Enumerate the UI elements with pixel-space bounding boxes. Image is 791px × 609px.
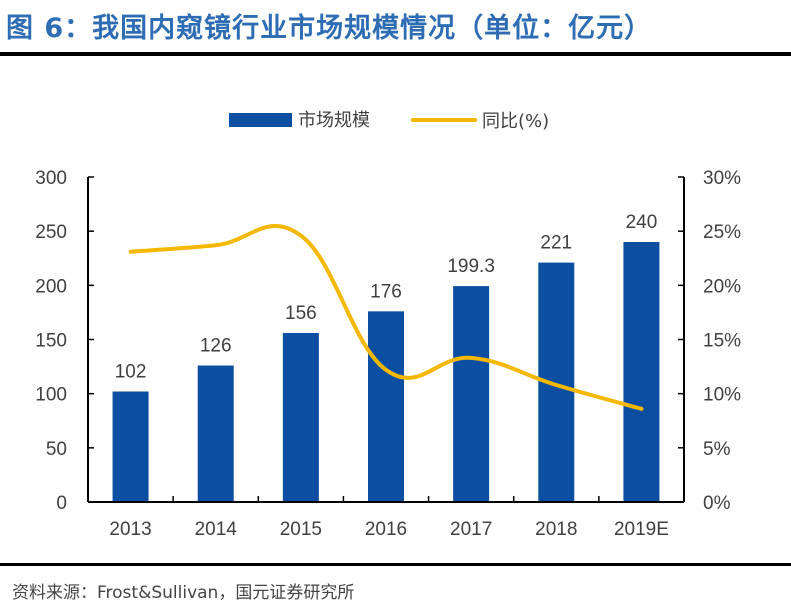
x-tick-label: 2018 <box>535 519 577 540</box>
right-y-tick-label: 20% <box>703 276 741 297</box>
x-tick-label: 2015 <box>280 519 322 540</box>
bar-2019E <box>623 242 660 502</box>
chart: 市场规模 同比(%) 102 126 156 176 199.3 221 240 2013 2… <box>35 110 741 540</box>
x-tick-label: 2016 <box>365 519 407 540</box>
bar-value-label: 102 <box>115 362 147 383</box>
bar-2013 <box>112 391 149 502</box>
bar-value-label: 156 <box>285 303 317 324</box>
left-y-tick-label: 250 <box>35 222 67 243</box>
x-tick-label: 2013 <box>109 519 151 540</box>
bar-value-label: 199.3 <box>447 256 495 277</box>
left-y-tick-label: 200 <box>35 276 67 297</box>
right-y-tick-label: 15% <box>703 331 741 352</box>
bar-value-label: 221 <box>540 233 572 254</box>
bar-2014 <box>197 365 234 502</box>
right-y-tick-label: 30% <box>703 168 741 189</box>
right-y-tick-label: 25% <box>703 222 741 243</box>
right-y-tick-label: 5% <box>703 439 731 460</box>
left-y-tick-label: 100 <box>35 385 67 406</box>
left-y-tick-label: 150 <box>35 331 67 352</box>
bar-2017 <box>453 286 490 502</box>
x-tick-label: 2017 <box>450 519 492 540</box>
bar-value-label: 176 <box>370 281 402 302</box>
bar-2015 <box>282 333 319 502</box>
bottom-rule <box>0 563 791 566</box>
legend: 市场规模 同比(%) <box>229 110 549 132</box>
left-y-tick-label: 50 <box>46 439 67 460</box>
x-tick-label: 2019E <box>614 519 669 540</box>
left-y-tick-label: 0 <box>56 493 67 514</box>
figure-title: 图 6：我国内窥镜行业市场规模情况（单位：亿元） <box>6 13 653 44</box>
legend-bar-swatch <box>229 113 292 127</box>
right-y-tick-label: 10% <box>703 385 741 406</box>
legend-label-market-size: 市场规模 <box>298 110 370 131</box>
top-rule <box>0 52 791 56</box>
right-y-tick-label: 0% <box>703 493 731 514</box>
left-y-tick-label: 300 <box>35 168 67 189</box>
bar-value-label: 240 <box>626 212 658 233</box>
source-note: 资料来源：Frost&Sullivan，国元证券研究所 <box>12 583 355 603</box>
yoy-line <box>128 223 644 411</box>
bar-2016 <box>368 311 404 502</box>
legend-label-yoy: 同比(%) <box>482 111 549 132</box>
x-tick-label: 2014 <box>195 519 238 540</box>
bar-value-label: 126 <box>200 336 232 357</box>
